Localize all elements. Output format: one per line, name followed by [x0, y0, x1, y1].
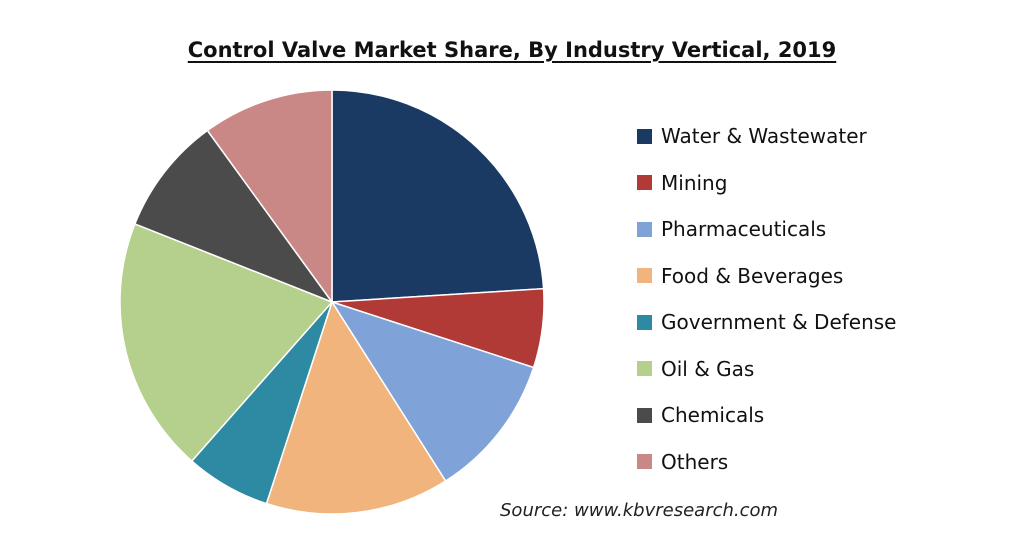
legend-swatch	[637, 361, 652, 377]
legend-item-others: Others	[637, 439, 897, 486]
legend-item-pharmaceuticals: Pharmaceuticals	[637, 206, 897, 253]
legend-label: Mining	[661, 170, 728, 195]
legend-item-government-defense: Government & Defense	[637, 299, 897, 346]
legend-swatch	[637, 407, 652, 423]
legend-swatch	[637, 221, 652, 237]
pie-slice-water-wastewater	[331, 89, 545, 303]
legend: Water & Wastewater Mining Pharmaceuticals F…	[637, 113, 897, 485]
legend-label: Government & Defense	[661, 310, 897, 335]
legend-swatch	[637, 128, 652, 144]
legend-label: Food & Beverages	[661, 263, 844, 288]
source-note: Source: www.kbvresearch.com	[500, 500, 779, 521]
legend-item-mining: Mining	[637, 160, 897, 207]
legend-label: Pharmaceuticals	[661, 217, 827, 242]
legend-item-water-wastewater: Water & Wastewater	[637, 113, 897, 160]
legend-swatch	[637, 314, 652, 330]
pie-slice-others	[206, 89, 333, 305]
legend-label: Water & Wastewater	[661, 124, 867, 149]
chart-title: Control Valve Market Share, By Industry …	[187, 38, 837, 62]
pie-slice-oil-gas	[119, 222, 334, 463]
legend-item-chemicals: Chemicals	[637, 392, 897, 439]
pie-slice-food-beverages	[265, 300, 447, 515]
pie-slice-pharmaceuticals	[330, 300, 535, 483]
legend-label: Oil & Gas	[661, 356, 755, 381]
legend-swatch	[637, 175, 652, 191]
legend-label: Others	[661, 449, 729, 474]
legend-swatch	[637, 454, 652, 470]
legend-swatch	[637, 268, 652, 284]
legend-item-food-beverages: Food & Beverages	[637, 253, 897, 300]
pie-slice-chemicals	[133, 129, 335, 304]
legend-item-oil-gas: Oil & Gas	[637, 346, 897, 393]
legend-label: Chemicals	[661, 403, 765, 428]
